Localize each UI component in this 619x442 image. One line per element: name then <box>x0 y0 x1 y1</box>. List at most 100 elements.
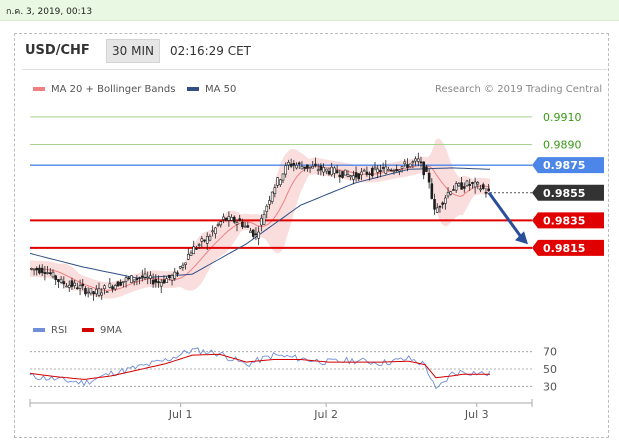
candle-body <box>257 231 260 239</box>
candle-body <box>127 277 131 280</box>
candle-body <box>230 217 233 221</box>
candle-body <box>124 277 128 282</box>
candle-body <box>284 165 288 175</box>
candle-body <box>57 279 60 282</box>
candle-body <box>346 173 350 177</box>
candle-body <box>352 175 355 180</box>
candle-body <box>362 169 366 172</box>
candle-body <box>416 158 420 162</box>
candle-body <box>330 166 334 176</box>
candle-body <box>46 272 49 274</box>
candle-body <box>89 288 93 294</box>
candle-body <box>379 169 382 173</box>
candle-body <box>48 272 52 275</box>
candle-body <box>419 161 423 164</box>
candle-body <box>435 207 439 213</box>
forecast-arrow-head <box>515 231 528 245</box>
candle-body <box>265 205 269 212</box>
candle-body <box>446 192 450 197</box>
candle-body <box>338 174 342 178</box>
candle-body <box>360 171 363 176</box>
candle-body <box>273 187 277 194</box>
9ma-swatch <box>82 328 94 332</box>
candle-body <box>387 169 390 171</box>
candle-body <box>97 288 101 296</box>
rsi-tick-label: 70 <box>543 346 557 359</box>
candle-body <box>154 279 158 283</box>
candle-body <box>365 171 369 175</box>
candle-body <box>422 161 426 176</box>
rsi-tick-label: 30 <box>543 380 557 393</box>
rsi-9ma-line <box>29 353 490 380</box>
ma50-swatch <box>187 87 199 91</box>
candle-body <box>427 172 431 183</box>
candle-body <box>462 186 466 189</box>
legend-label-ma20: MA 20 + Bollinger Bands <box>51 84 176 95</box>
date-label: ก.ค. 3, 2019, 00:13 <box>6 7 93 17</box>
candle-body <box>146 276 150 279</box>
candle-body <box>449 191 453 195</box>
candle-body <box>151 279 155 285</box>
level-tag <box>532 212 604 229</box>
candle-body <box>262 214 266 225</box>
candle-body <box>311 165 315 169</box>
candle-body <box>251 229 255 237</box>
candle-body <box>295 164 298 169</box>
candle-body <box>162 279 166 284</box>
candle-body <box>159 282 163 287</box>
candle-body <box>35 268 39 271</box>
candle-body <box>84 288 87 295</box>
candle-body <box>168 274 171 278</box>
level-tag <box>532 239 604 256</box>
candle-body <box>276 177 279 186</box>
x-tick-label: Jul 2 <box>313 408 338 421</box>
candle-body <box>333 167 336 174</box>
candle-body <box>389 169 393 172</box>
candle-body <box>471 182 474 184</box>
candle-body <box>452 189 455 191</box>
candle-body <box>38 267 41 274</box>
candle-body <box>281 173 285 181</box>
ma50-line <box>29 167 491 279</box>
candle-body <box>138 277 141 279</box>
legend-label-rsi: RSI <box>51 325 68 336</box>
candle-body <box>384 166 388 174</box>
candle-body <box>260 217 263 226</box>
candle-body <box>214 227 217 234</box>
candle-body <box>460 182 463 190</box>
timeframe-button[interactable]: 30 MIN <box>106 39 160 63</box>
candle-body <box>292 162 296 166</box>
candle-body <box>249 230 252 234</box>
candle-body <box>208 235 212 241</box>
candle-body <box>278 179 282 186</box>
candle-body <box>438 205 442 208</box>
candle-body <box>243 225 247 228</box>
candle-body <box>140 275 144 278</box>
candle-body <box>195 248 198 250</box>
level-label: 0.9890 <box>543 138 582 151</box>
candle-body <box>354 172 358 178</box>
candle-body <box>373 166 377 170</box>
candle-body <box>487 188 490 192</box>
candles <box>30 152 490 301</box>
candle-body <box>122 281 125 283</box>
candle-body <box>238 218 242 222</box>
candle-body <box>392 170 396 172</box>
candle-body <box>130 275 133 283</box>
candle-body <box>81 283 85 287</box>
rsi-swatch <box>33 328 45 332</box>
x-tick-label: Jul 3 <box>464 408 489 421</box>
candle-body <box>94 288 98 295</box>
candle-body <box>111 286 114 290</box>
time-label: 02:16:29 CET <box>170 44 251 58</box>
candle-body <box>178 266 182 269</box>
candle-body <box>400 166 404 169</box>
candle-body <box>203 239 206 242</box>
candle-body <box>246 225 250 228</box>
candle-body <box>376 168 380 173</box>
chart-frame <box>14 33 609 438</box>
candle-body <box>308 166 312 169</box>
level-label: 0.9910 <box>543 111 582 124</box>
candle-body <box>368 173 371 175</box>
